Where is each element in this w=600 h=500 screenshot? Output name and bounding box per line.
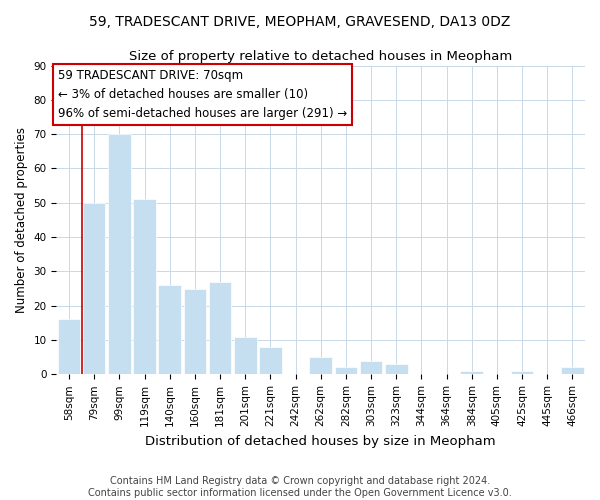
Bar [58, 320, 80, 374]
Bar [259, 347, 281, 374]
Bar [133, 200, 156, 374]
X-axis label: Distribution of detached houses by size in Meopham: Distribution of detached houses by size … [145, 434, 496, 448]
Bar [158, 285, 181, 374]
Bar [460, 371, 483, 374]
Bar [209, 282, 232, 374]
Bar [385, 364, 407, 374]
Y-axis label: Number of detached properties: Number of detached properties [15, 127, 28, 313]
Bar [511, 371, 533, 374]
Text: 59 TRADESCANT DRIVE: 70sqm
← 3% of detached houses are smaller (10)
96% of semi-: 59 TRADESCANT DRIVE: 70sqm ← 3% of detac… [58, 69, 347, 120]
Text: 59, TRADESCANT DRIVE, MEOPHAM, GRAVESEND, DA13 0DZ: 59, TRADESCANT DRIVE, MEOPHAM, GRAVESEND… [89, 15, 511, 29]
Bar [83, 203, 106, 374]
Title: Size of property relative to detached houses in Meopham: Size of property relative to detached ho… [129, 50, 512, 63]
Bar [108, 134, 131, 374]
Text: Contains HM Land Registry data © Crown copyright and database right 2024.
Contai: Contains HM Land Registry data © Crown c… [88, 476, 512, 498]
Bar [184, 288, 206, 374]
Bar [360, 360, 382, 374]
Bar [561, 368, 584, 374]
Bar [335, 368, 357, 374]
Bar [310, 357, 332, 374]
Bar [234, 336, 257, 374]
